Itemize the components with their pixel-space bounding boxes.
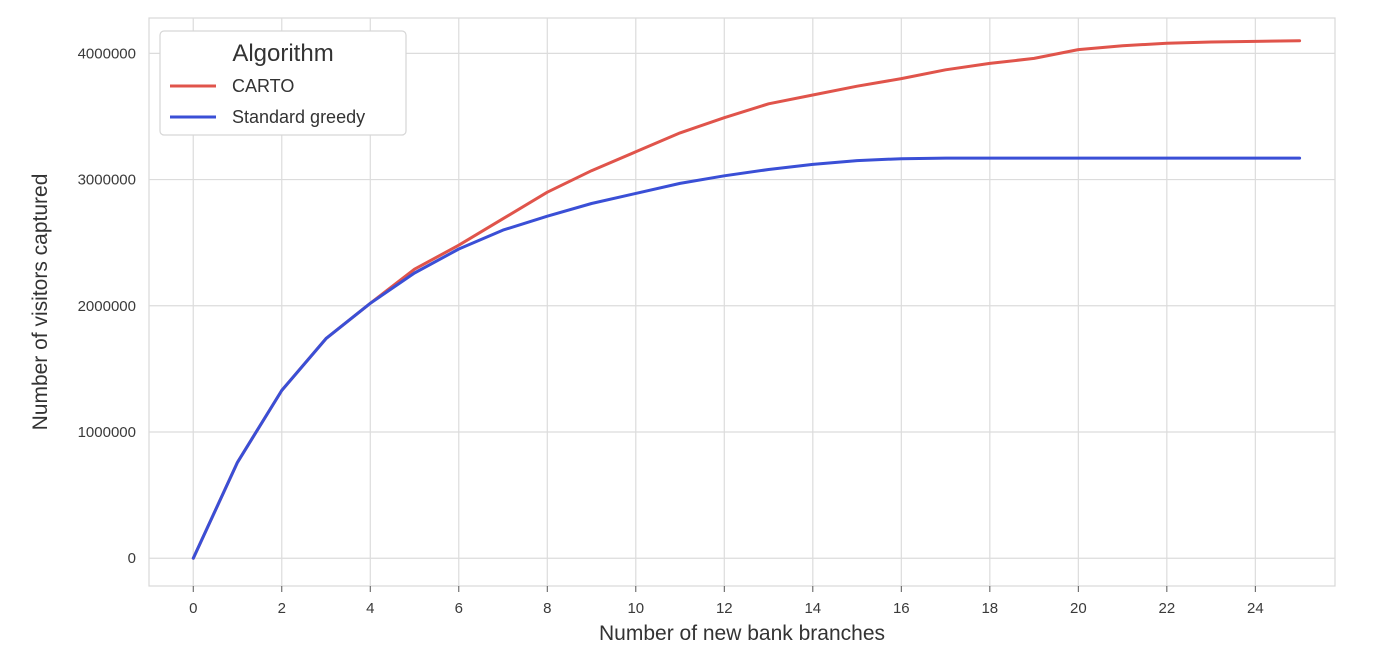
- x-axis-label: Number of new bank branches: [599, 622, 885, 645]
- y-tick-label: 4000000: [78, 45, 136, 62]
- y-tick-label: 2000000: [78, 298, 136, 315]
- x-tick-label: 24: [1247, 600, 1264, 617]
- series-line-standard-greedy: [191, 156, 1302, 560]
- y-axis-label: Number of visitors captured: [29, 174, 52, 431]
- x-tick-label: 22: [1158, 600, 1175, 617]
- legend: Algorithm CARTO Standard greedy: [159, 30, 407, 136]
- series-lines: [191, 39, 1302, 560]
- x-tick-label: 6: [455, 600, 463, 617]
- x-tick-label: 12: [716, 600, 733, 617]
- x-tick-label: 14: [804, 600, 821, 617]
- y-tick-label: 3000000: [78, 172, 136, 189]
- legend-label-standard-greedy: Standard greedy: [232, 107, 365, 127]
- x-tick-label: 4: [366, 600, 374, 617]
- legend-title: Algorithm: [232, 40, 333, 67]
- x-tick-label: 2: [278, 600, 286, 617]
- x-tick-label: 16: [893, 600, 910, 617]
- x-tick-label: 0: [189, 600, 197, 617]
- x-tick-label: 8: [543, 600, 551, 617]
- x-tick-label: 20: [1070, 600, 1087, 617]
- y-tick-label: 1000000: [78, 424, 136, 441]
- y-tick-label: 0: [128, 550, 136, 567]
- x-tick-label: 10: [627, 600, 644, 617]
- legend-box: [159, 30, 407, 136]
- y-tick-labels: 0 1000000 2000000 3000000 4000000: [78, 45, 136, 567]
- legend-label-carto: CARTO: [232, 76, 294, 96]
- x-tick-label: 18: [981, 600, 998, 617]
- x-tick-labels: 0 2 4 6 8 10 12 14 16 18 20 22 24: [189, 586, 1264, 617]
